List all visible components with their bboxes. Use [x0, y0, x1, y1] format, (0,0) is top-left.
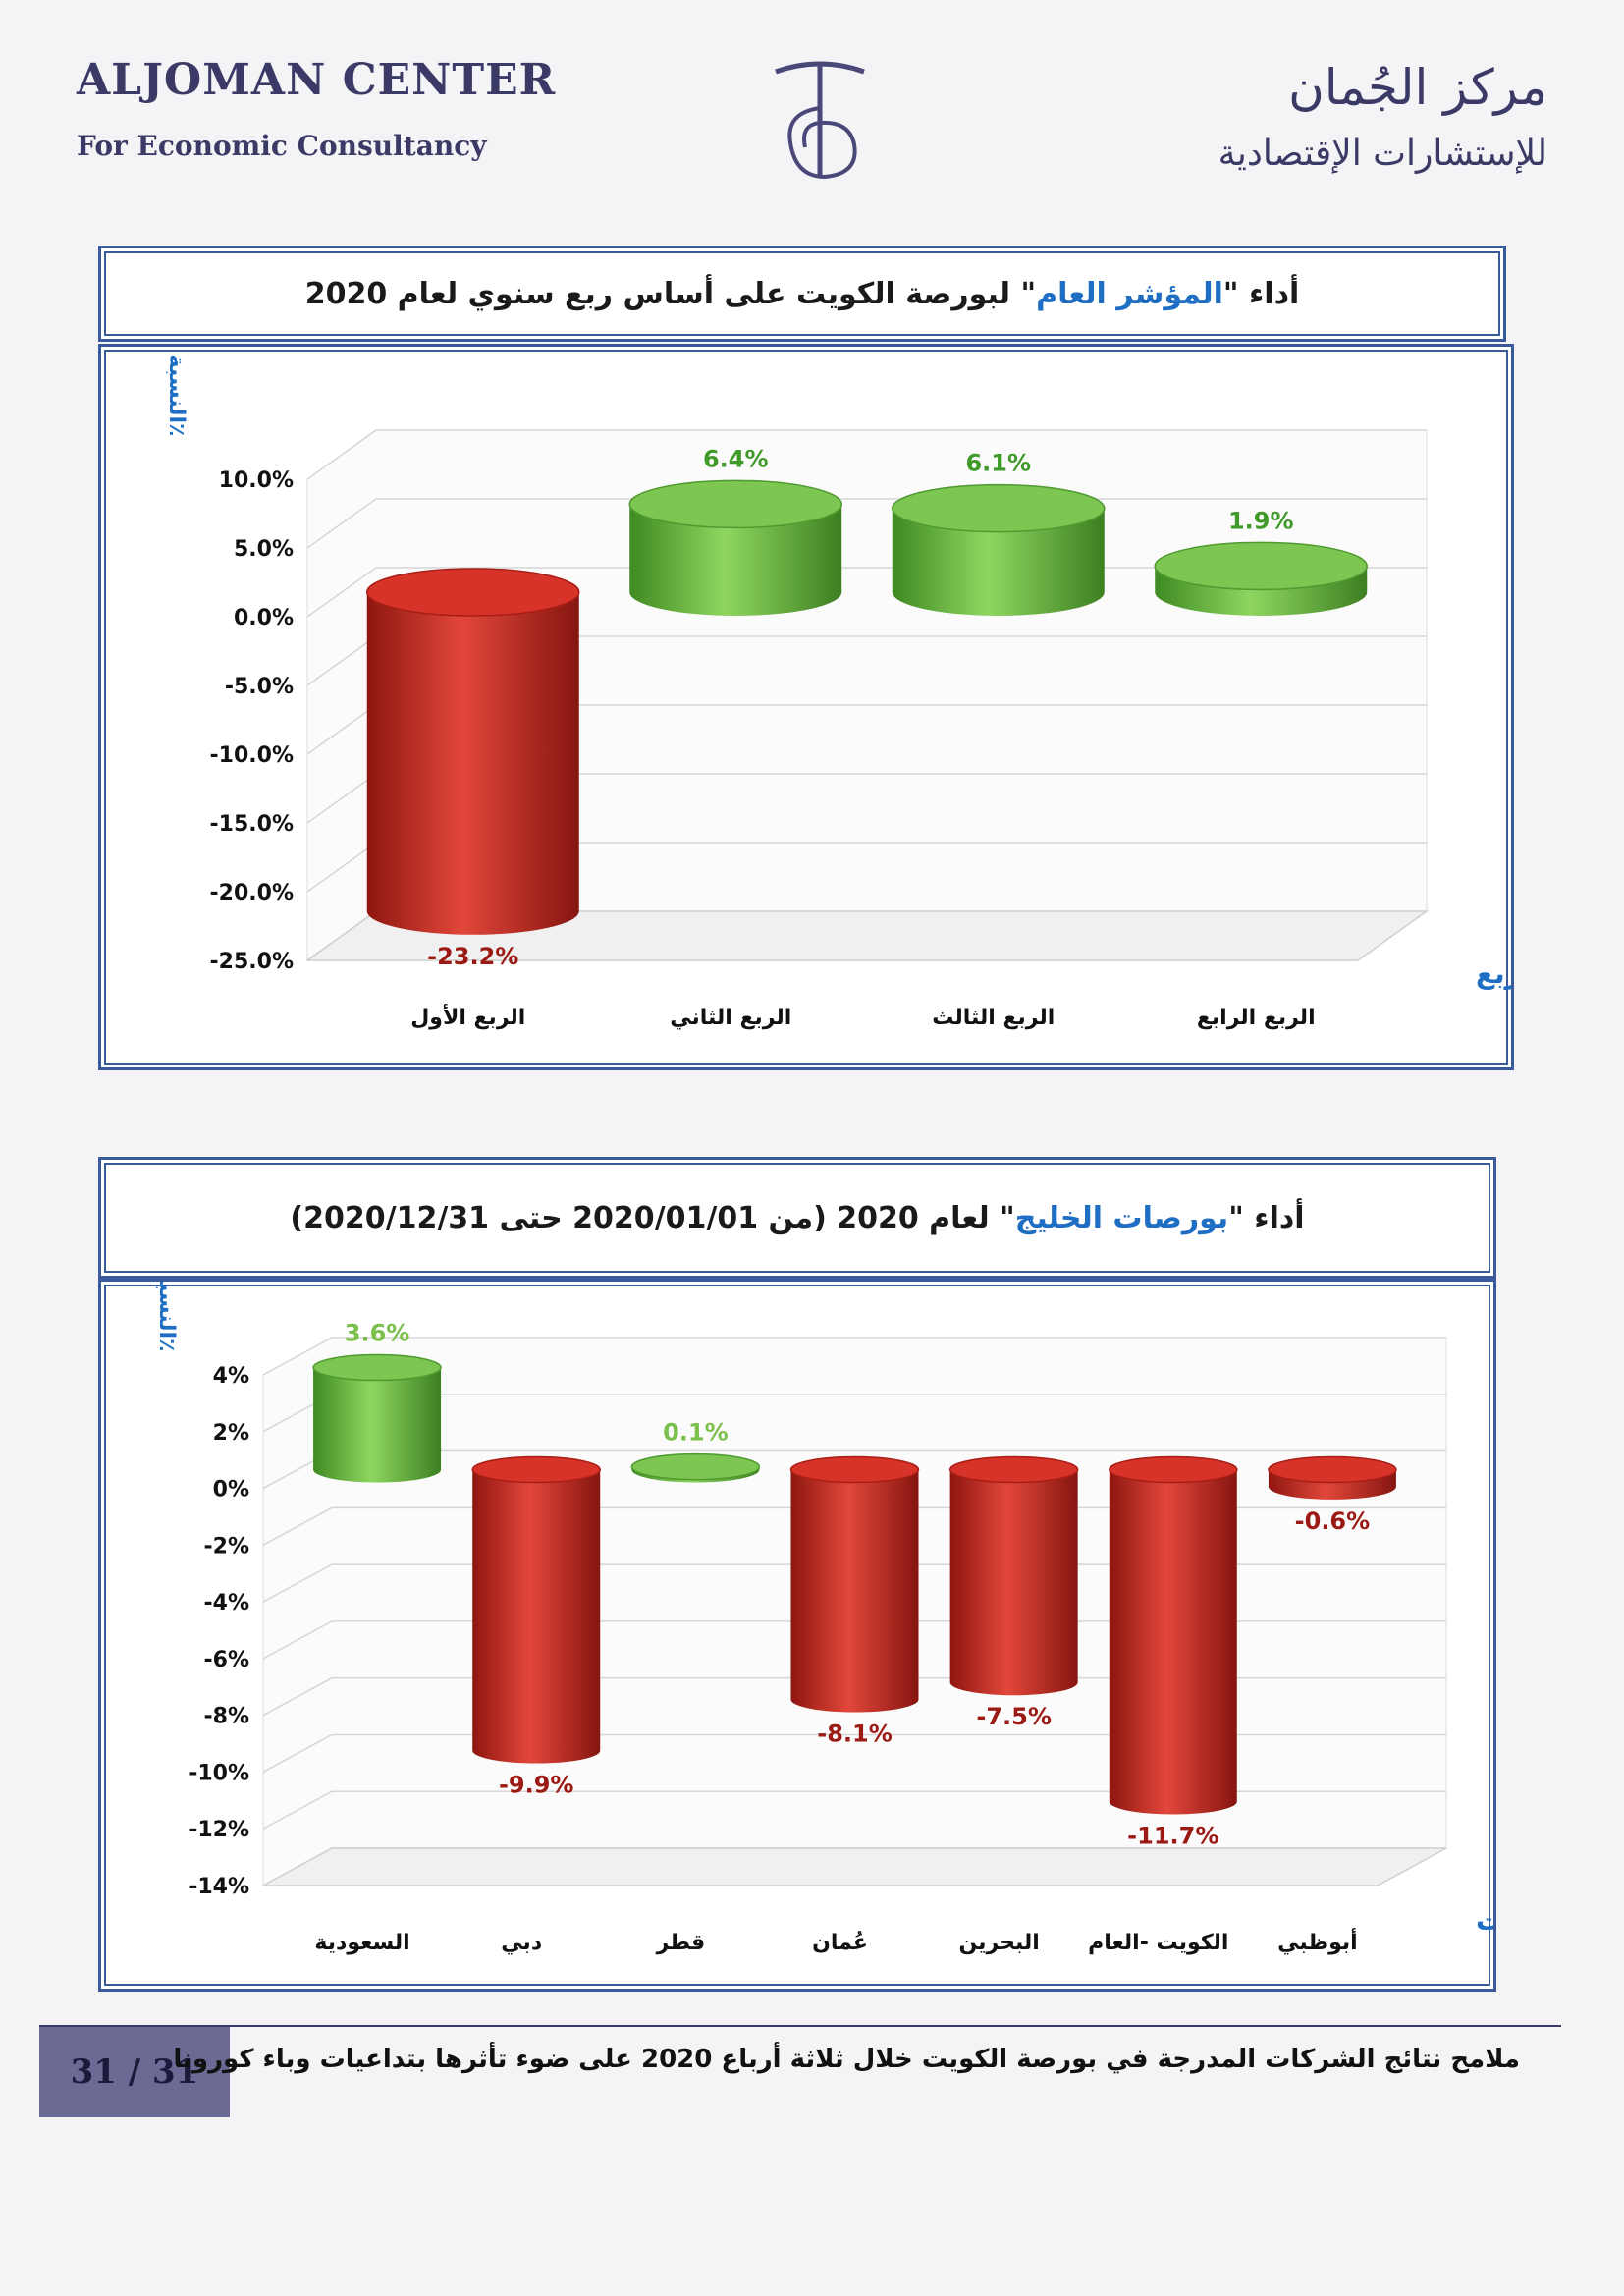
y-tick-label: -4%: [204, 1591, 249, 1615]
header-en-title: ALJOMAN CENTER: [77, 55, 557, 105]
bar-positive: [630, 1452, 761, 1483]
logo-icon: [775, 61, 865, 180]
x-tick-label: البحرين: [958, 1931, 1039, 1955]
x-tick-label: دبي: [501, 1931, 542, 1955]
data-label: 0.1%: [663, 1419, 729, 1447]
bar-body: [366, 592, 579, 935]
y-tick-label: -8%: [204, 1705, 249, 1729]
y-tick-label: -10.0%: [210, 743, 294, 768]
bar-top: [1268, 1455, 1397, 1484]
bar-body: [472, 1469, 601, 1764]
data-label: -23.2%: [427, 943, 518, 970]
y-tick-label: 4%: [213, 1364, 249, 1389]
bar-negative: [366, 568, 580, 935]
x-axis-title: الربع: [1476, 957, 1511, 990]
bar-body: [790, 1469, 919, 1713]
y-tick-label: 5.0%: [234, 537, 294, 562]
y-tick-label: -25.0%: [210, 950, 294, 974]
data-label: 6.1%: [965, 450, 1031, 477]
bar-body: [629, 504, 842, 616]
y-tick-label: 10.0%: [219, 468, 294, 493]
gridline: [262, 1790, 1446, 1830]
chart1-title-box: أداء "المؤشر العام" لبورصة الكويت على أس…: [98, 246, 1506, 342]
page-number: 31 / 31: [70, 2052, 199, 2092]
bar-top: [630, 1452, 761, 1481]
data-label: 3.6%: [345, 1320, 410, 1347]
footer-divider: [39, 2025, 1561, 2027]
x-axis-title: البورصات: [1476, 1904, 1493, 1937]
bar-top: [366, 568, 580, 617]
bar-negative: [948, 1455, 1079, 1696]
x-tick-label: قطر: [656, 1931, 706, 1955]
gridline: [262, 1733, 1446, 1774]
plot-floor: [262, 1847, 1447, 1886]
data-label: -7.5%: [976, 1703, 1052, 1730]
chart1-box: 10.0% 5.0% 0.0% -5.0% -10.0% -15.0% -20.0% -25.…: [98, 344, 1514, 1070]
x-tick-label: الربع الرابع: [1197, 1006, 1316, 1030]
data-label: -11.7%: [1127, 1823, 1218, 1850]
plot-floor: [304, 910, 1430, 961]
bar-body: [313, 1367, 442, 1483]
x-tick-label: السعودية: [314, 1931, 409, 1955]
bar-body: [1109, 1469, 1237, 1815]
y-tick-label: -12%: [189, 1818, 249, 1842]
y-tick-label: -2%: [204, 1534, 249, 1558]
bar-top: [1154, 541, 1368, 591]
gridline: [262, 1337, 1446, 1376]
bar-positive: [628, 479, 842, 616]
chart2-title-box: أداء "بورصات الخليج" لعام 2020 (من 2020/…: [98, 1157, 1496, 1279]
y-tick-label: -10%: [189, 1761, 249, 1785]
bar-positive: [1154, 541, 1368, 616]
y-tick-label: -20.0%: [210, 881, 294, 905]
bar-top: [892, 483, 1106, 533]
page-number-badge: 31 / 31: [39, 2027, 230, 2117]
bar-negative: [789, 1455, 920, 1713]
y-tick-label: -14%: [189, 1875, 249, 1899]
y-axis-title: النسبة٪: [154, 1282, 179, 1351]
chart2-title: أداء "بورصات الخليج" لعام 2020 (من 2020/…: [290, 1200, 1305, 1235]
chart1-title: أداء "المؤشر العام" لبورصة الكويت على أس…: [304, 276, 1300, 311]
bar-top: [948, 1455, 1079, 1484]
x-tick-label: الربع الثاني: [670, 1006, 791, 1030]
bar-body: [949, 1469, 1078, 1696]
bar-positive: [892, 483, 1106, 616]
x-tick-label: أبوظبي: [1277, 1927, 1358, 1955]
header-ar-title: مركز الجُمان: [1288, 59, 1547, 116]
bar-body: [892, 508, 1105, 616]
bar-negative: [1268, 1455, 1397, 1500]
bar-positive: [312, 1353, 442, 1483]
bar-top: [471, 1455, 601, 1484]
footer-text: ملامح نتائج الشركات المدرجة في بورصة الك…: [173, 2045, 1520, 2074]
bar-top: [312, 1353, 442, 1382]
y-tick-label: 0%: [213, 1478, 249, 1503]
chart1-svg: 10.0% 5.0% 0.0% -5.0% -10.0% -15.0% -20.0% -25.…: [164, 355, 1511, 1030]
header-ar-subtitle: للإستشارات الإقتصادية: [1218, 134, 1547, 174]
y-tick-label: 2%: [213, 1421, 249, 1446]
y-tick-label: -6%: [204, 1648, 249, 1672]
x-tick-label: الربع الأول: [410, 1003, 525, 1030]
data-label: 6.4%: [703, 445, 769, 472]
bar-negative: [1109, 1455, 1238, 1815]
data-label: -0.6%: [1295, 1507, 1371, 1535]
bar-top: [1109, 1455, 1238, 1484]
x-tick-label: الربع الثالث: [932, 1006, 1055, 1030]
gridline: [306, 429, 1427, 480]
bar-negative: [471, 1455, 601, 1764]
header-en-subtitle: For Economic Consultancy: [77, 130, 487, 162]
chart2-svg: 4% 2% 0% -2% -4% -6% -8% -10% -12% -14% النسبة٪ الب…: [154, 1282, 1493, 1955]
y-tick-label: -15.0%: [210, 812, 294, 837]
x-tick-label: عُمان: [812, 1931, 868, 1955]
y-tick-label: 0.0%: [234, 606, 294, 630]
data-label: -9.9%: [499, 1772, 574, 1799]
x-tick-label: الكويت -العام: [1088, 1931, 1228, 1955]
chart2-box: 4% 2% 0% -2% -4% -6% -8% -10% -12% -14% النسبة٪ الب…: [98, 1279, 1496, 1992]
bar-top: [628, 479, 842, 529]
data-label: -8.1%: [817, 1721, 893, 1748]
y-tick-label: -5.0%: [225, 675, 294, 699]
bar-top: [789, 1455, 920, 1484]
data-label: 1.9%: [1228, 507, 1294, 534]
y-axis-title: النسبة٪: [164, 355, 189, 437]
